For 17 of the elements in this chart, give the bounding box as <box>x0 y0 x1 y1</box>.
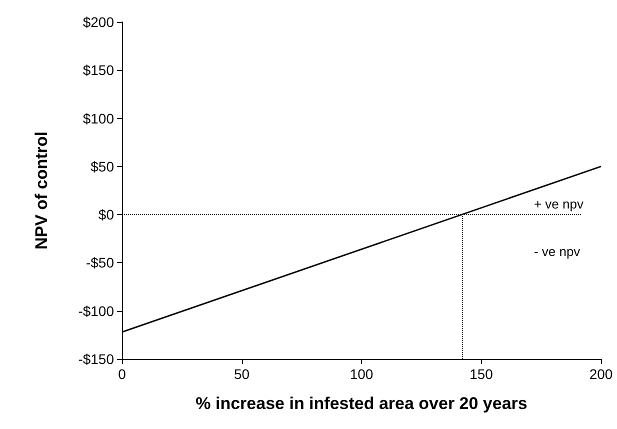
y-tick-label: -$100 <box>78 302 114 319</box>
x-tick-label: 0 <box>118 366 126 382</box>
y-tick-label: -$150 <box>78 351 114 367</box>
y-tick-label: $150 <box>82 62 114 78</box>
y-tick-label: $50 <box>90 158 114 174</box>
x-axis-title: % increase in infested area over 20 years <box>196 394 528 413</box>
annotation: - ve npv <box>534 244 581 259</box>
y-tick-label: $200 <box>82 14 114 30</box>
x-tick-label: 200 <box>589 366 613 382</box>
y-tick-label: $0 <box>98 206 114 223</box>
annotation: + ve npv <box>534 196 584 212</box>
x-tick-label: 50 <box>234 366 250 382</box>
x-tick-label: 100 <box>350 366 374 382</box>
y-tick-label: $100 <box>82 110 114 126</box>
y-tick-label: -$50 <box>86 254 114 271</box>
x-tick-label: 150 <box>470 366 494 382</box>
y-axis-title: NPV of control <box>32 131 51 250</box>
